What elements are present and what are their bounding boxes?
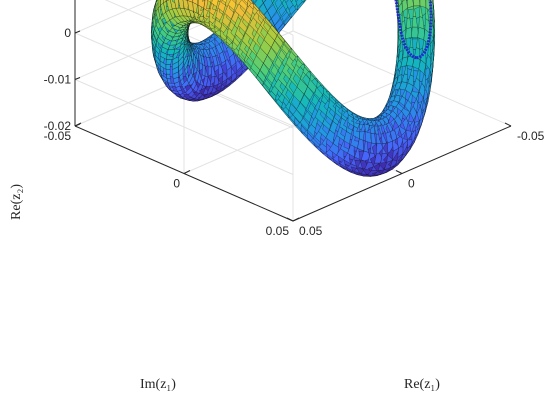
z-tick-label: -0.01 <box>44 73 72 87</box>
highlighted-curve-path <box>394 0 433 60</box>
surface-patch <box>232 0 237 4</box>
surface-patch <box>187 0 194 3</box>
tube-surface <box>151 0 435 177</box>
x-tick-mark <box>286 217 294 222</box>
y-axis-label: Im(z₁) <box>140 377 176 392</box>
x-tick-mark <box>395 170 403 174</box>
x-axis-label: Re(z₁) <box>404 377 440 392</box>
surface-patch <box>300 0 305 3</box>
surface-patch <box>433 5 435 23</box>
surface-patch <box>202 0 206 2</box>
x-tick-label: -0.05 <box>517 129 545 143</box>
surface-patch <box>284 0 289 4</box>
x-tick-mark <box>504 122 512 127</box>
z-tick-label: 0 <box>64 26 71 40</box>
surface-patch <box>413 0 421 7</box>
surface-patch <box>166 49 175 55</box>
surface-patch <box>295 0 305 8</box>
z-tick-mark <box>74 30 81 34</box>
grid-line <box>74 79 294 175</box>
y-tick-mark <box>292 217 300 222</box>
surface-patch <box>156 0 158 3</box>
z-tick-mark <box>74 77 81 80</box>
y-tick-label: 0.05 <box>266 224 290 238</box>
surface-patch <box>280 0 285 4</box>
y-tick-label: -0.05 <box>44 129 72 143</box>
surface-patch <box>402 0 405 2</box>
highlighted-curve <box>394 0 433 60</box>
x-tick-label: 0 <box>408 177 415 191</box>
surface-patch <box>365 131 372 144</box>
grid-line <box>74 0 152 34</box>
surface-patch <box>290 0 294 3</box>
surface-patch <box>304 0 307 3</box>
y-tick-mark <box>183 170 191 174</box>
surface-patch <box>202 64 206 77</box>
y-tick-label: 0 <box>173 177 180 191</box>
z-axis-label: Re(z₂) <box>9 184 24 220</box>
x-tick-label: 0.05 <box>299 224 323 238</box>
z-tick-label: -0.02 <box>44 119 72 133</box>
y-tick-mark <box>74 122 82 127</box>
surface-patch <box>271 24 279 33</box>
